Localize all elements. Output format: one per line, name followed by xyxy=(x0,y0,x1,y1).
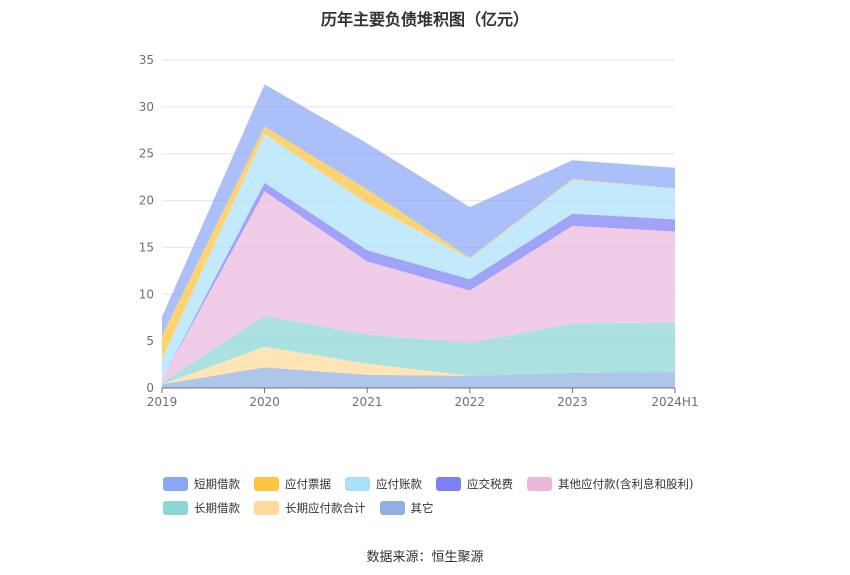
legend-label: 其它 xyxy=(410,501,434,515)
legend-swatch xyxy=(254,477,279,491)
y-tick-label: 35 xyxy=(139,53,154,67)
y-tick-label: 0 xyxy=(146,381,154,395)
legend-swatch xyxy=(254,501,279,515)
legend-swatch xyxy=(163,477,188,491)
x-tick-label: 2022 xyxy=(455,395,486,409)
legend-row-1: 短期借款 应付票据 应付账款 应交税费 其他应付款(含利息和股利) xyxy=(163,473,723,495)
area-series-3 xyxy=(162,191,675,383)
legend-item[interactable]: 短期借款 xyxy=(163,476,240,492)
area-series-5 xyxy=(162,134,675,380)
x-tick-label: 2019 xyxy=(147,395,178,409)
y-tick-label: 10 xyxy=(139,287,154,301)
legend-swatch xyxy=(163,501,188,515)
legend-label: 短期借款 xyxy=(194,477,240,491)
chart-title: 历年主要负债堆积图（亿元） xyxy=(320,10,529,29)
legend-item[interactable]: 其他应付款(含利息和股利) xyxy=(527,476,693,492)
area-series-0 xyxy=(162,367,675,388)
x-tick-label: 2023 xyxy=(557,395,588,409)
legend-item[interactable]: 长期借款 xyxy=(163,500,240,516)
legend-label: 长期借款 xyxy=(194,501,240,515)
y-tick-label: 15 xyxy=(139,240,154,254)
legend-swatch xyxy=(379,501,405,515)
legend-label: 应付票据 xyxy=(285,477,331,491)
axes: 0 5 10 15 20 25 30 35 2019 2020 2021 2022 2023 2024H1 xyxy=(139,53,699,409)
legend-swatch xyxy=(345,477,370,491)
legend-label: 应付账款 xyxy=(376,477,422,491)
legend: 短期借款 应付票据 应付账款 应交税费 其他应付款(含利息和股利) 长期借款 长期应付款合… xyxy=(163,473,723,521)
x-tick-label: 2024H1 xyxy=(651,395,698,409)
legend-row-2: 长期借款 长期应付款合计 其它 xyxy=(163,497,723,519)
legend-item[interactable]: 应付账款 xyxy=(345,476,422,492)
y-tick-label: 5 xyxy=(146,334,154,348)
legend-label: 应交税费 xyxy=(467,477,513,491)
x-tick-label: 2021 xyxy=(352,395,383,409)
x-tick-label: 2020 xyxy=(249,395,280,409)
legend-item[interactable]: 长期应付款合计 xyxy=(254,500,366,516)
area-series-4 xyxy=(162,182,675,380)
area-series xyxy=(162,84,675,388)
legend-swatch xyxy=(436,477,461,491)
legend-item[interactable]: 其它 xyxy=(379,500,434,516)
area-series-2 xyxy=(162,315,675,385)
area-series-1 xyxy=(162,346,675,385)
legend-label: 长期应付款合计 xyxy=(285,501,366,515)
y-tick-label: 30 xyxy=(139,100,154,114)
data-source: 数据来源：恒生聚源 xyxy=(366,550,484,565)
y-tick-label: 20 xyxy=(139,194,154,208)
legend-item[interactable]: 应交税费 xyxy=(436,476,513,492)
y-tick-label: 25 xyxy=(139,147,154,161)
legend-swatch xyxy=(527,477,552,491)
legend-label: 其他应付款(含利息和股利) xyxy=(558,477,694,491)
legend-item[interactable]: 应付票据 xyxy=(254,476,331,492)
area-series-7 xyxy=(162,84,675,336)
